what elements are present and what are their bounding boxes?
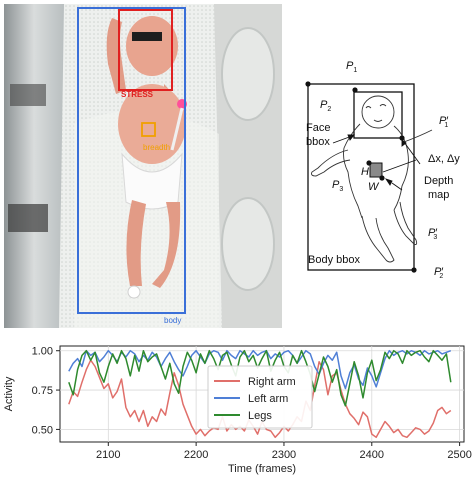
depth-map-label-line2: map [428, 189, 449, 201]
infant-photo: STRESS breadth body [4, 4, 282, 328]
label-p3: P3 [332, 179, 343, 193]
stress-label: STRESS [121, 90, 154, 99]
depth-map-label-line1: Depth [424, 175, 453, 187]
tick-label-x: 2100 [96, 449, 120, 461]
tick-label-x: 2300 [272, 449, 296, 461]
keypoint-p1 [352, 87, 358, 93]
breadth-roi-overlay [141, 122, 156, 137]
tick-label-y: 1.00 [32, 346, 53, 358]
face-bbox [353, 91, 403, 139]
label-p2: P2 [320, 99, 331, 113]
label-p2-prime: P′2 [434, 266, 443, 280]
annotation-arrows [332, 134, 421, 191]
keypoint-p1-prime [399, 135, 405, 141]
label-p3-prime: P′3 [428, 227, 437, 241]
face-bbox-label-line1: Face [306, 122, 330, 134]
keypoint-p3 [366, 160, 372, 166]
face-bbox-label-line2: bbox [306, 136, 330, 148]
x-axis-label: Time (frames) [228, 463, 296, 475]
body-bbox-overlay [77, 7, 186, 314]
y-axis-label: Activity [3, 376, 15, 411]
label-p1: P1 [346, 60, 357, 74]
legend-label-legs: Legs [248, 410, 272, 422]
w-label: W [368, 181, 380, 193]
tick-label-x: 2400 [360, 449, 384, 461]
body-bbox [307, 83, 415, 271]
keypoint-p3-prime [379, 175, 385, 181]
keypoint-p2 [305, 81, 311, 87]
body-label: body [164, 316, 181, 325]
label-p1-prime: P′1 [439, 115, 448, 129]
infant-figure [106, 16, 186, 299]
face-bbox-overlay [118, 9, 173, 91]
breadth-label: breadth [143, 143, 170, 152]
legend: Right arm Left arm Legs [207, 365, 313, 429]
tick-label-y: 0.75 [32, 385, 53, 397]
series-line-legs [68, 349, 452, 407]
legend-label-left-arm: Left arm [248, 393, 288, 405]
keypoint-p2-prime [411, 267, 417, 273]
body-bbox-label: Body bbox [308, 254, 360, 266]
tick-label-x: 2200 [184, 449, 208, 461]
bbox-diagram: P1 P2 P′1 P′2 P3 P′3 Face bbox Δx, Δy H … [305, 60, 460, 280]
tick-label-y: 0.50 [32, 424, 53, 436]
tick-label-x: 2500 [447, 449, 471, 461]
delta-label: Δx, Δy [428, 153, 460, 165]
legend-label-right-arm: Right arm [248, 376, 296, 388]
h-label: H [361, 166, 369, 178]
activity-chart: 2100 2200 2300 2400 2500 0.50 0.75 1.00 Activit… [3, 345, 472, 475]
depth-roi [369, 162, 383, 178]
